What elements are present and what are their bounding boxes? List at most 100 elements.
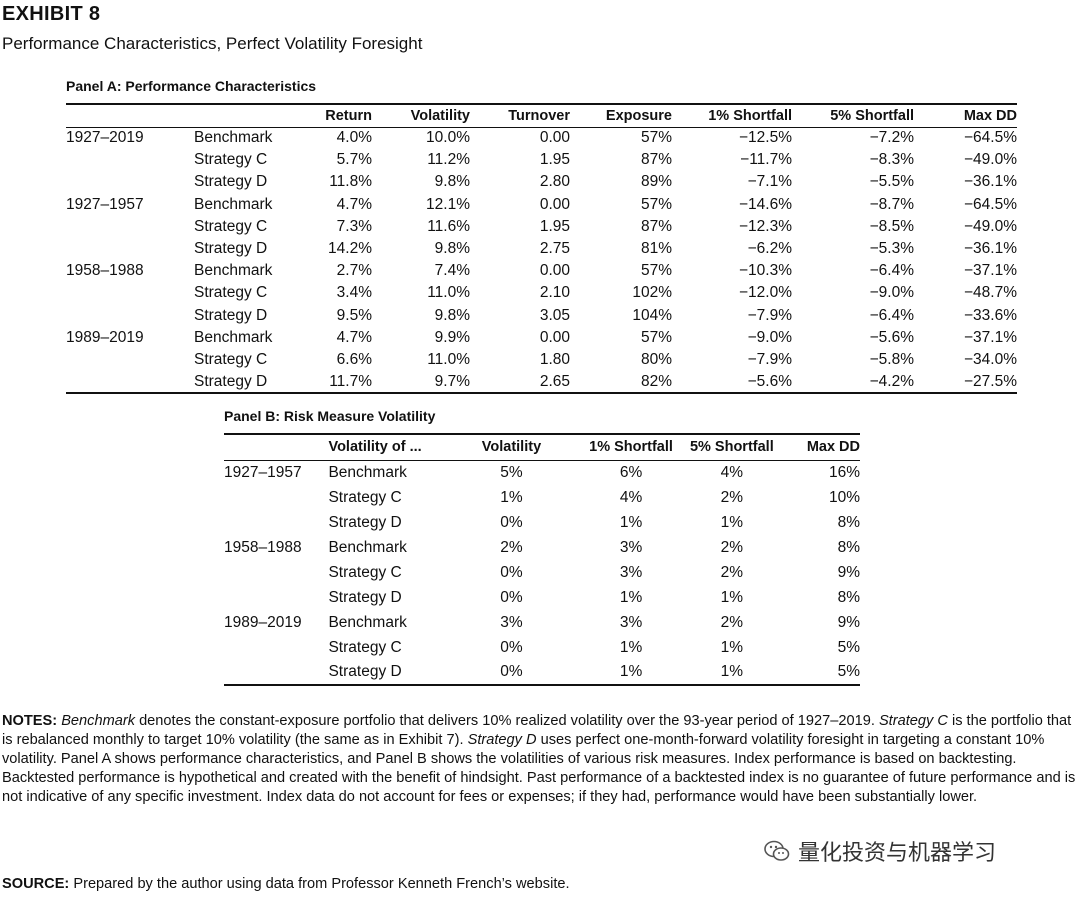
table-row: Strategy D 11.8% 9.8% 2.80 89% −7.1% −5.5% −36.… xyxy=(66,171,1017,193)
panel-a-table: Return Volatility Turnover Exposure 1% Short… xyxy=(66,103,1017,395)
value-cell: 3% xyxy=(500,613,523,631)
value-cell: 2.75 xyxy=(539,240,570,258)
panel-b-column-header: Volatility xyxy=(439,433,584,461)
period-cell xyxy=(224,485,328,510)
row-label: Strategy C xyxy=(328,488,402,506)
value-cell: −9.0% xyxy=(869,284,914,302)
value-cell: 57% xyxy=(640,195,672,213)
value-cell: 4.7% xyxy=(336,328,372,346)
row-label: Strategy D xyxy=(328,660,440,686)
value-cell: −33.6% xyxy=(963,306,1017,324)
value-cell: 102% xyxy=(632,284,672,302)
value-cell: 2% xyxy=(720,538,744,556)
value-cell: 2.7% xyxy=(336,262,372,280)
table-row: Strategy C 5.7% 11.2% 1.95 87% −11.7% −8.3% −49… xyxy=(66,149,1017,171)
period-cell: 1989–2019 xyxy=(66,328,144,346)
panel-a-header-row: Return Volatility Turnover Exposure 1% Short… xyxy=(66,103,1017,128)
value-cell: −6.4% xyxy=(869,262,914,280)
value-cell: 1.80 xyxy=(539,350,570,368)
panel-b-body: 1927–1957 Benchmark 5% 6% 4% 16% Strategy C 1% 4… xyxy=(224,460,860,686)
value-cell: −12.0% xyxy=(738,284,792,302)
value-cell: 82% xyxy=(570,371,672,395)
value-cell: 0% xyxy=(439,660,584,686)
table-row: 1989–2019 Benchmark 3% 3% 2% 9% xyxy=(224,610,860,635)
value-cell: 0.00 xyxy=(539,129,570,147)
value-cell: −64.5% xyxy=(963,129,1017,147)
value-cell: −5.6% xyxy=(672,371,792,395)
value-cell: 87% xyxy=(640,217,672,235)
value-cell: 104% xyxy=(632,306,672,324)
value-cell: 10% xyxy=(828,488,860,506)
row-label: Strategy D xyxy=(194,173,268,191)
table-row: Strategy D 0% 1% 1% 8% xyxy=(224,510,860,535)
value-cell: 9.8% xyxy=(434,306,470,324)
period-cell xyxy=(66,349,194,371)
value-cell: 9.9% xyxy=(434,328,470,346)
period-cell: 1927–1957 xyxy=(224,463,302,481)
value-cell: 0% xyxy=(500,563,523,581)
value-cell: −9.0% xyxy=(747,328,792,346)
value-cell: 0.00 xyxy=(539,262,570,280)
watermark: 量化投资与机器学习 xyxy=(760,833,1001,869)
period-cell xyxy=(66,171,194,193)
value-cell: 9% xyxy=(837,613,860,631)
panel-a-column-header: Max DD xyxy=(914,103,1017,128)
table-row: 1927–1957 Benchmark 5% 6% 4% 16% xyxy=(224,460,860,485)
value-cell: −6.2% xyxy=(747,240,792,258)
value-cell: 1% xyxy=(583,660,679,686)
value-cell: −14.6% xyxy=(738,195,792,213)
value-cell: −36.1% xyxy=(963,173,1017,191)
value-cell: 4.0% xyxy=(336,129,372,147)
value-cell: −37.1% xyxy=(963,262,1017,280)
period-cell xyxy=(66,305,194,327)
value-cell: 6% xyxy=(619,463,643,481)
value-cell: 3% xyxy=(619,563,643,581)
value-cell: 9.8% xyxy=(434,173,470,191)
period-cell xyxy=(66,216,194,238)
row-label: Benchmark xyxy=(194,328,273,346)
period-cell xyxy=(66,238,194,260)
value-cell: 81% xyxy=(640,240,672,258)
value-cell: 11.0% xyxy=(427,284,470,302)
value-cell: 12.1% xyxy=(426,195,470,213)
table-row: Strategy C 6.6% 11.0% 1.80 80% −7.9% −5.8% −34.… xyxy=(66,349,1017,371)
notes-term-strategy-c: Strategy C xyxy=(878,713,948,729)
value-cell: −5.8% xyxy=(869,350,914,368)
value-cell: 1% xyxy=(619,588,643,606)
period-cell xyxy=(66,149,194,171)
value-cell: 3.05 xyxy=(539,306,570,324)
period-cell xyxy=(224,560,328,585)
panel-b-header-period xyxy=(224,433,329,461)
row-label: Strategy C xyxy=(194,350,268,368)
notes: NOTES: Benchmark denotes the constant-ex… xyxy=(2,712,1078,807)
period-cell xyxy=(66,282,194,304)
value-cell: 8% xyxy=(837,513,860,531)
value-cell: 1% xyxy=(500,488,523,506)
value-cell: −34.0% xyxy=(963,350,1017,368)
row-label: Benchmark xyxy=(328,613,407,631)
row-label: Strategy D xyxy=(194,240,268,258)
value-cell: 4% xyxy=(720,463,744,481)
table-row: Strategy C 0% 1% 1% 5% xyxy=(224,635,860,660)
value-cell: 57% xyxy=(640,262,672,280)
value-cell: −8.7% xyxy=(869,195,914,213)
value-cell: 9.8% xyxy=(434,240,470,258)
value-cell: 2.65 xyxy=(470,371,570,395)
value-cell: 7.4% xyxy=(434,262,470,280)
value-cell: 89% xyxy=(640,173,672,191)
panel-a-column-header: Volatility xyxy=(372,103,470,128)
panel-a-column-header: Turnover xyxy=(470,103,570,128)
notes-term-strategy-d: Strategy D xyxy=(467,731,537,748)
table-row: Strategy C 1% 4% 2% 10% xyxy=(224,485,860,510)
period-cell xyxy=(224,510,328,535)
period-cell xyxy=(224,585,328,610)
notes-text-3: uses perfect one-month-forward volatilit… xyxy=(2,731,1076,805)
value-cell: 11.2% xyxy=(427,151,470,169)
row-label: Strategy C xyxy=(328,638,402,656)
table-row: 1927–2019 Benchmark 4.0% 10.0% 0.00 57% −12.5%… xyxy=(66,127,1017,149)
value-cell: −8.5% xyxy=(869,217,914,235)
value-cell: 2.10 xyxy=(539,284,570,302)
panel-b-column-header: Max DD xyxy=(785,433,860,461)
value-cell: 6.6% xyxy=(336,350,372,368)
table-row: 1958–1988 Benchmark 2.7% 7.4% 0.00 57% −10.3% −… xyxy=(66,260,1017,282)
